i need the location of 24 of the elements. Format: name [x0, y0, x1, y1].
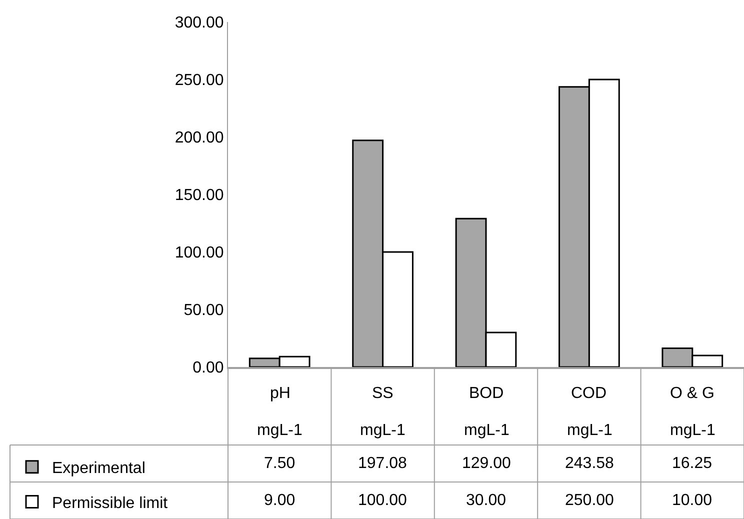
category-label: O & G mgL-1 — [670, 385, 716, 439]
y-tick-label: 300.00 — [174, 14, 224, 32]
data-label: 250.00 — [565, 492, 614, 509]
data-label: 129.00 — [462, 455, 512, 472]
category-label: COD mgL-1 — [567, 385, 612, 439]
data-label: 7.50 — [264, 455, 296, 472]
y-tick-label: 0.00 — [192, 360, 224, 377]
data-label: 197.08 — [358, 455, 408, 472]
data-label: 100.00 — [358, 492, 408, 509]
category-label: pH mgL-1 — [257, 385, 302, 439]
y-tick-label: 200.00 — [174, 130, 224, 147]
data-label: 243.58 — [565, 455, 614, 472]
legend-label: Permissible limit — [52, 494, 168, 512]
y-tick-label: 250.00 — [174, 72, 224, 90]
y-tick-label: 50.00 — [184, 302, 224, 320]
data-label: 16.25 — [672, 455, 712, 472]
data-label: 10.00 — [672, 492, 712, 509]
data-label: 30.00 — [466, 492, 506, 509]
category-label: BOD mgL-1 — [464, 385, 510, 439]
y-tick-label: 150.00 — [174, 187, 224, 204]
data-label: 9.00 — [264, 492, 296, 509]
category-label: SS mgL-1 — [360, 385, 406, 439]
legend-label: Experimental — [52, 460, 146, 478]
y-tick-label: 100.00 — [174, 244, 224, 262]
